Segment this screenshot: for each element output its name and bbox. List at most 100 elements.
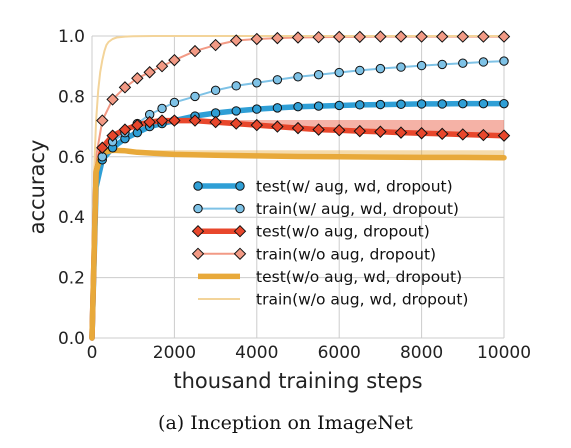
data-point [334, 67, 344, 78]
data-point [118, 81, 132, 94]
data-point [106, 129, 119, 142]
data-point [293, 101, 303, 112]
data-point [497, 30, 511, 43]
data-point [355, 100, 365, 110]
data-point [456, 128, 470, 141]
series-markers [96, 30, 511, 165]
data-point [106, 93, 119, 106]
data-point [229, 117, 243, 130]
data-point [168, 114, 181, 127]
y-tick-label: 1.0 [58, 27, 85, 47]
data-point [188, 114, 202, 127]
data-point [394, 126, 408, 139]
data-point [312, 31, 325, 44]
x-axis-label: thousand training steps [173, 369, 422, 393]
y-tick-label: 0.6 [58, 148, 85, 168]
figure-caption: (a) Inception on ImageNet [158, 412, 413, 434]
data-point [118, 123, 132, 136]
y-tick-label: 0.2 [58, 269, 85, 289]
data-point [437, 99, 447, 109]
legend-label: train(w/o aug, dropout) [256, 245, 436, 263]
legend-marker [193, 203, 203, 214]
legend-marker [233, 224, 247, 238]
data-point [190, 91, 200, 102]
data-point [293, 72, 303, 82]
data-point [188, 44, 202, 58]
x-tick-label: 6000 [318, 343, 361, 363]
data-point [209, 38, 222, 52]
data-point [353, 30, 367, 44]
data-point [143, 66, 156, 79]
data-point [252, 104, 262, 114]
legend: test(w/ aug, wd, dropout) train(w/ aug, w… [191, 178, 468, 309]
legend-label: test(w/o aug, dropout) [256, 223, 430, 241]
plot-background [92, 36, 504, 338]
chart: 0 2000 4000 6000 8000 10000 0.0 0.2 0.4 0.6 0.8 1.0… [25, 27, 531, 393]
x-tick-label: 4000 [235, 343, 278, 363]
legend-label: test(w/o aug, wd, dropout) [256, 268, 462, 286]
data-point [477, 30, 490, 43]
data-point [415, 127, 428, 140]
data-point [374, 125, 387, 138]
data-point [168, 53, 181, 67]
data-point [353, 124, 367, 138]
data-point [355, 65, 365, 76]
data-point [131, 72, 144, 85]
data-point [252, 78, 262, 88]
data-point [415, 30, 428, 43]
y-tick-label: 0.8 [58, 87, 85, 107]
data-point [458, 58, 468, 68]
data-point [332, 30, 346, 44]
data-point [271, 31, 284, 45]
data-point [477, 128, 490, 142]
legend-marker [191, 247, 205, 261]
data-point [334, 100, 344, 111]
data-point [291, 121, 305, 135]
data-point [231, 106, 241, 116]
data-point [375, 63, 386, 74]
data-point [313, 101, 324, 111]
data-point [374, 30, 387, 43]
data-point [478, 57, 489, 67]
y-tick-label: 0.4 [58, 208, 85, 228]
y-axis-label: accuracy [25, 140, 49, 235]
data-point [416, 99, 427, 109]
data-point [435, 30, 449, 43]
data-point [396, 62, 406, 72]
legend-label: train(w/o aug, wd, dropout) [256, 291, 468, 309]
legend-label: test(w/ aug, wd, dropout) [256, 178, 453, 196]
data-point [394, 30, 408, 43]
legend-marker [193, 181, 203, 191]
x-tick-label: 2000 [153, 343, 196, 363]
data-point [169, 97, 180, 108]
data-point [155, 114, 169, 127]
data-point [396, 99, 406, 109]
x-tick-label: 10000 [477, 343, 531, 363]
data-point [497, 129, 511, 142]
data-point [143, 115, 156, 129]
data-point [375, 99, 386, 110]
data-point [96, 141, 109, 154]
x-tick-label: 8000 [400, 343, 443, 363]
data-point [416, 60, 427, 71]
data-point [157, 103, 167, 114]
legend-marker [235, 181, 245, 191]
data-point [229, 34, 243, 47]
data-point [313, 69, 324, 80]
data-point [478, 98, 489, 109]
data-point [435, 127, 449, 141]
data-point [458, 98, 468, 109]
data-point [231, 81, 241, 91]
legend-marker [233, 247, 247, 261]
data-point [499, 98, 509, 109]
data-point [272, 103, 283, 113]
data-point [131, 118, 144, 132]
data-point [250, 32, 264, 46]
data-point [209, 115, 222, 129]
legend-marker [191, 224, 205, 238]
data-point [250, 118, 264, 132]
data-point [499, 56, 509, 66]
data-point [210, 85, 221, 96]
x-tick-label: 0 [87, 343, 98, 363]
data-point [291, 31, 305, 44]
